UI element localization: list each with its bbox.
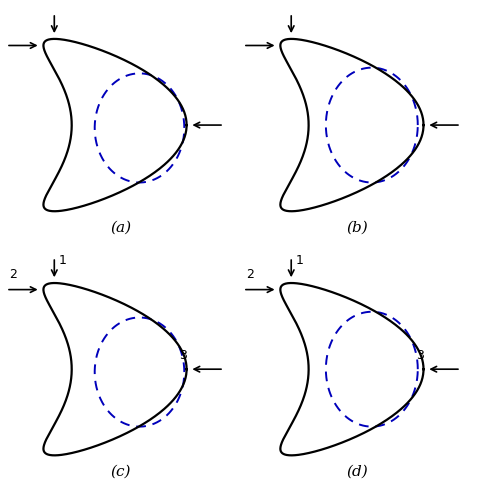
Text: 3: 3 (179, 350, 186, 362)
Text: (b): (b) (347, 221, 369, 235)
Text: (c): (c) (110, 465, 131, 479)
Text: 3: 3 (416, 350, 424, 362)
Text: 2: 2 (246, 268, 254, 281)
Text: 1: 1 (295, 254, 303, 266)
Text: (a): (a) (110, 221, 131, 235)
Text: (d): (d) (347, 465, 369, 479)
Text: 2: 2 (9, 268, 17, 281)
Text: 1: 1 (58, 254, 66, 266)
